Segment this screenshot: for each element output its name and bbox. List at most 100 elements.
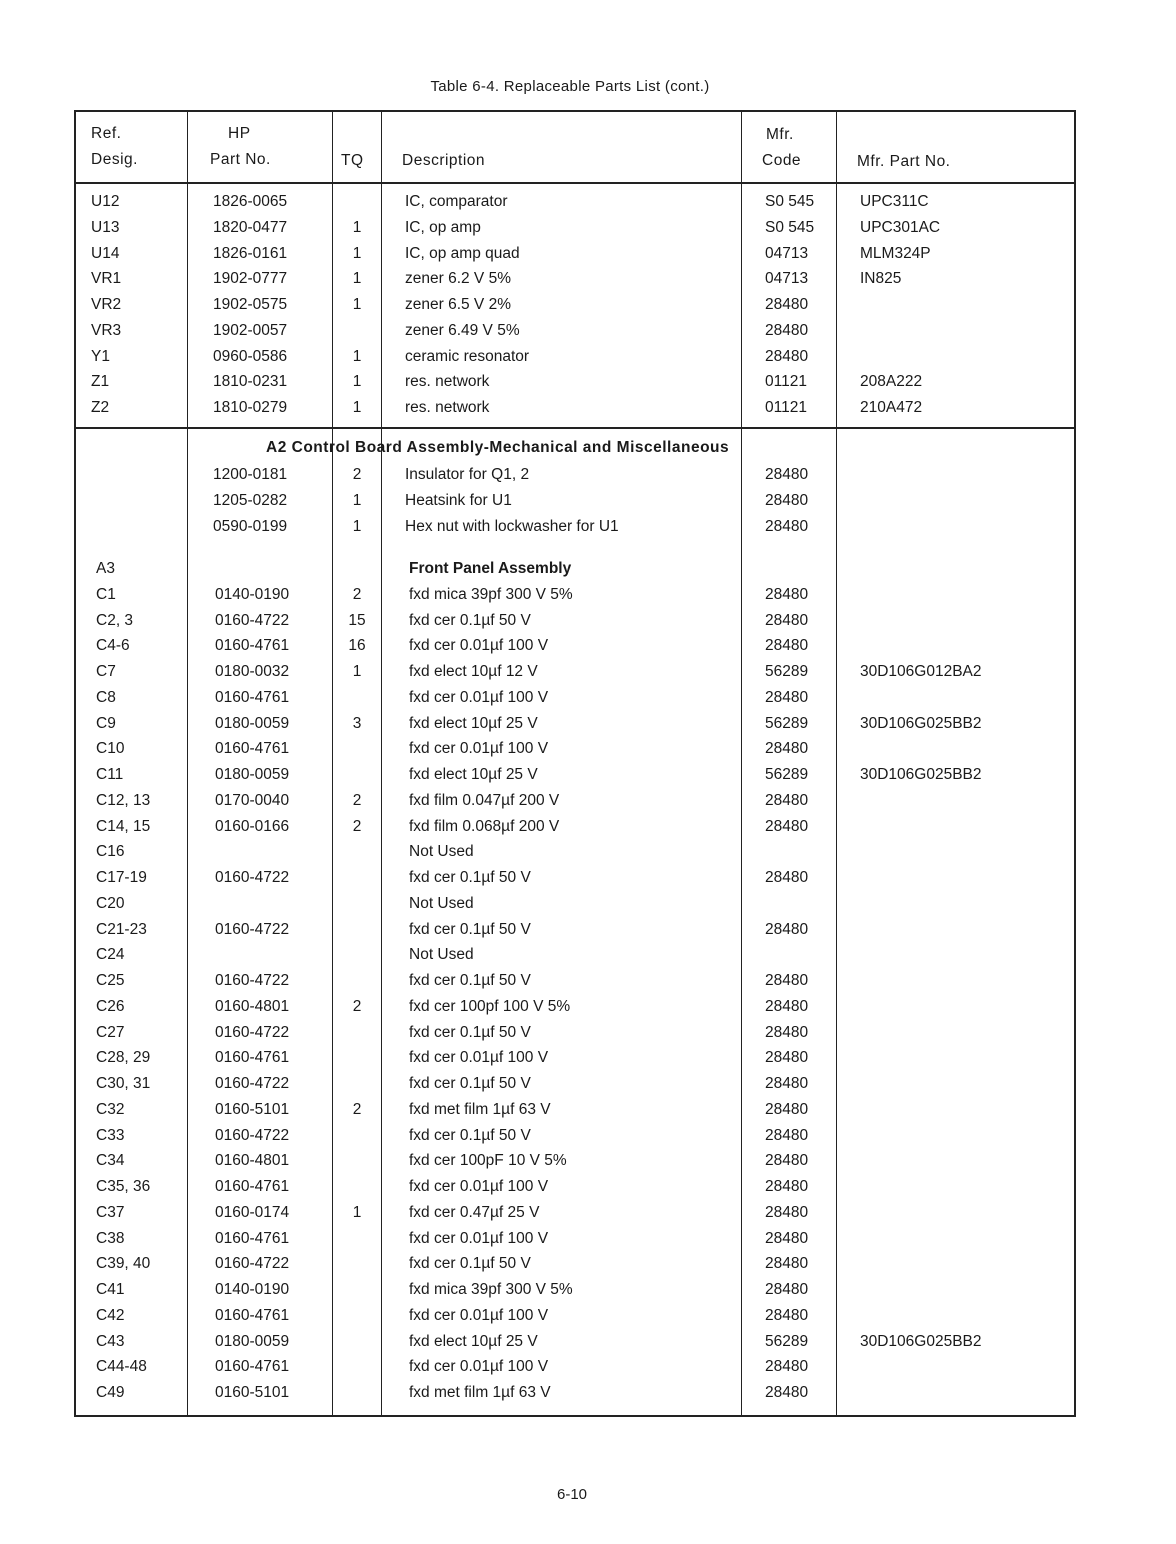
cell-hp-part-no: 0180-0059: [215, 714, 290, 732]
cell-hp-part-no: 0590-0199: [213, 517, 288, 535]
header-mfr-part: Mfr. Part No.: [857, 153, 951, 170]
cell-description: fxd cer 0.1µf 50 V: [409, 869, 531, 886]
cell-hp-part-no: 0160-4722: [215, 1126, 290, 1144]
cell-hp-part-no: 0180-0059: [215, 1332, 290, 1350]
header-hp-line2: Part No.: [210, 151, 271, 168]
cell-hp-part-no: 0160-4761: [215, 1306, 290, 1324]
cell-ref-desig: VR3: [91, 321, 122, 339]
table-row: C26 0160-4801 2 fxd cer 100pf 100 V 5% 28480: [0, 994, 1176, 1020]
cell-mfr-code: 28480: [765, 321, 809, 339]
cell-mfr-part-no: 30D106G025BB2: [860, 766, 982, 783]
table-row: Z1 1810-0231 1 res. network 01121 208A222: [0, 369, 1176, 395]
table-row: C39, 40 0160-4722 fxd cer 0.1µf 50 V 28480: [0, 1251, 1176, 1277]
cell-ref-desig: C16: [96, 843, 125, 861]
cell-description: fxd cer 100pf 100 V 5%: [409, 997, 571, 1015]
cell-ref-desig: C39, 40: [96, 1255, 151, 1273]
cell-mfr-code: 28480: [765, 517, 809, 535]
cell-hp-part-no: 0160-4722: [215, 920, 290, 938]
table-row: C9 0180-0059 3 fxd elect 10µf 25 V 56289 30D1…: [0, 711, 1176, 737]
section-divider: [74, 427, 1076, 429]
header-ref-line2: Desig.: [91, 151, 138, 168]
table-row: C27 0160-4722 fxd cer 0.1µf 50 V 28480: [0, 1020, 1176, 1046]
cell-hp-part-no: 0160-4722: [215, 1075, 290, 1092]
table-row: VR2 1902-0575 1 zener 6.5 V 2% 28480: [0, 292, 1176, 318]
cell-hp-part-no: 0960-0586: [213, 347, 288, 365]
cell-description: Front Panel Assembly: [409, 560, 572, 577]
cell-description: fxd elect 10µf 25 V: [409, 1332, 538, 1350]
cell-hp-part-no: 0160-4801: [215, 1152, 290, 1170]
cell-ref-desig: U13: [91, 218, 120, 236]
cell-mfr-code: 28480: [765, 1358, 809, 1376]
cell-mfr-code: S0 545: [765, 218, 815, 236]
cell-tq: 2: [352, 817, 362, 835]
table-row: C8 0160-4761 fxd cer 0.01µf 100 V 28480: [0, 685, 1176, 711]
cell-hp-part-no: 0170-0040: [215, 791, 290, 809]
table-frame: [74, 110, 1076, 1417]
cell-mfr-code: 28480: [765, 1306, 809, 1324]
cell-tq: 1: [352, 663, 362, 680]
cell-description: IC, op amp quad: [405, 244, 520, 262]
column-divider: [836, 110, 837, 1417]
table-row: VR3 1902-0057 zener 6.49 V 5% 28480: [0, 318, 1176, 344]
cell-tq: 1: [352, 373, 362, 391]
cell-mfr-code: 28480: [765, 1152, 809, 1170]
cell-ref-desig: C38: [96, 1229, 125, 1247]
cell-description: res. network: [405, 399, 490, 416]
cell-ref-desig: C26: [96, 997, 125, 1015]
cell-description: fxd cer 0.1µf 50 V: [409, 972, 531, 989]
table-row: C42 0160-4761 fxd cer 0.01µf 100 V 28480: [0, 1303, 1176, 1329]
cell-ref-desig: C17-19: [96, 869, 147, 886]
table-row: C2, 3 0160-4722 15 fxd cer 0.1µf 50 V 28480: [0, 608, 1176, 634]
cell-mfr-code: 56289: [765, 714, 809, 732]
table-row: Z2 1810-0279 1 res. network 01121 210A472: [0, 395, 1176, 421]
cell-tq: 16: [348, 637, 366, 655]
cell-mfr-code: 28480: [765, 296, 809, 313]
cell-mfr-part-no: UPC311C: [860, 193, 929, 210]
cell-mfr-code: 28480: [765, 1255, 809, 1273]
cell-ref-desig: C8: [96, 688, 116, 706]
cell-hp-part-no: 0160-4722: [215, 611, 290, 629]
cell-ref-desig: C4-6: [96, 637, 130, 655]
cell-hp-part-no: 1810-0279: [213, 399, 288, 416]
cell-mfr-part-no: 210A472: [860, 399, 923, 416]
table-row: C14, 15 0160-0166 2 fxd film 0.068µf 200 V 2…: [0, 814, 1176, 840]
table-row: C28, 29 0160-4761 fxd cer 0.01µf 100 V 2848…: [0, 1045, 1176, 1071]
table-row: U14 1826-0161 1 IC, op amp quad 04713 MLM324P: [0, 241, 1176, 267]
cell-ref-desig: C33: [96, 1126, 125, 1144]
cell-description: Not Used: [409, 946, 474, 964]
cell-ref-desig: VR1: [91, 270, 122, 288]
cell-tq: 2: [352, 997, 362, 1015]
cell-description: IC, comparator: [405, 193, 508, 210]
cell-tq: 1: [352, 244, 362, 262]
cell-description: Insulator for Q1, 2: [405, 466, 530, 483]
table-row: C7 0180-0032 1 fxd elect 10µf 12 V 56289 30D1…: [0, 659, 1176, 685]
cell-ref-desig: C28, 29: [96, 1049, 151, 1067]
cell-ref-desig: Z1: [91, 373, 110, 391]
cell-description: fxd elect 10µf 12 V: [409, 663, 538, 680]
cell-hp-part-no: 0160-5101: [215, 1100, 290, 1118]
cell-hp-part-no: 1820-0477: [213, 218, 288, 236]
table-row: C37 0160-0174 1 fxd cer 0.47µf 25 V 28480: [0, 1200, 1176, 1226]
cell-description: fxd film 0.068µf 200 V: [409, 817, 560, 835]
table-row: C20 Not Used: [0, 891, 1176, 917]
table-row: C25 0160-4722 fxd cer 0.1µf 50 V 28480: [0, 968, 1176, 994]
cell-tq: 2: [352, 1100, 362, 1118]
cell-ref-desig: C32: [96, 1100, 125, 1118]
cell-ref-desig: C37: [96, 1203, 125, 1221]
cell-description: fxd elect 10µf 25 V: [409, 766, 538, 783]
cell-mfr-code: 28480: [765, 688, 809, 706]
cell-mfr-code: 28480: [765, 920, 809, 938]
table-row: 0590-0199 1 Hex nut with lockwasher for U1…: [0, 514, 1176, 540]
cell-mfr-code: 28480: [765, 1049, 809, 1067]
cell-description: fxd cer 0.01µf 100 V: [409, 637, 549, 655]
cell-hp-part-no: 0160-4722: [215, 1255, 290, 1273]
cell-tq: 2: [352, 585, 362, 603]
table-row: C30, 31 0160-4722 fxd cer 0.1µf 50 V 28480: [0, 1071, 1176, 1097]
table-row: 1205-0282 1 Heatsink for U1 28480: [0, 488, 1176, 514]
cell-tq: 1: [352, 347, 362, 365]
column-divider: [187, 110, 188, 1417]
cell-description: Heatsink for U1: [405, 491, 512, 509]
cell-hp-part-no: 1902-0575: [213, 296, 288, 313]
cell-hp-part-no: 1826-0065: [213, 193, 288, 210]
